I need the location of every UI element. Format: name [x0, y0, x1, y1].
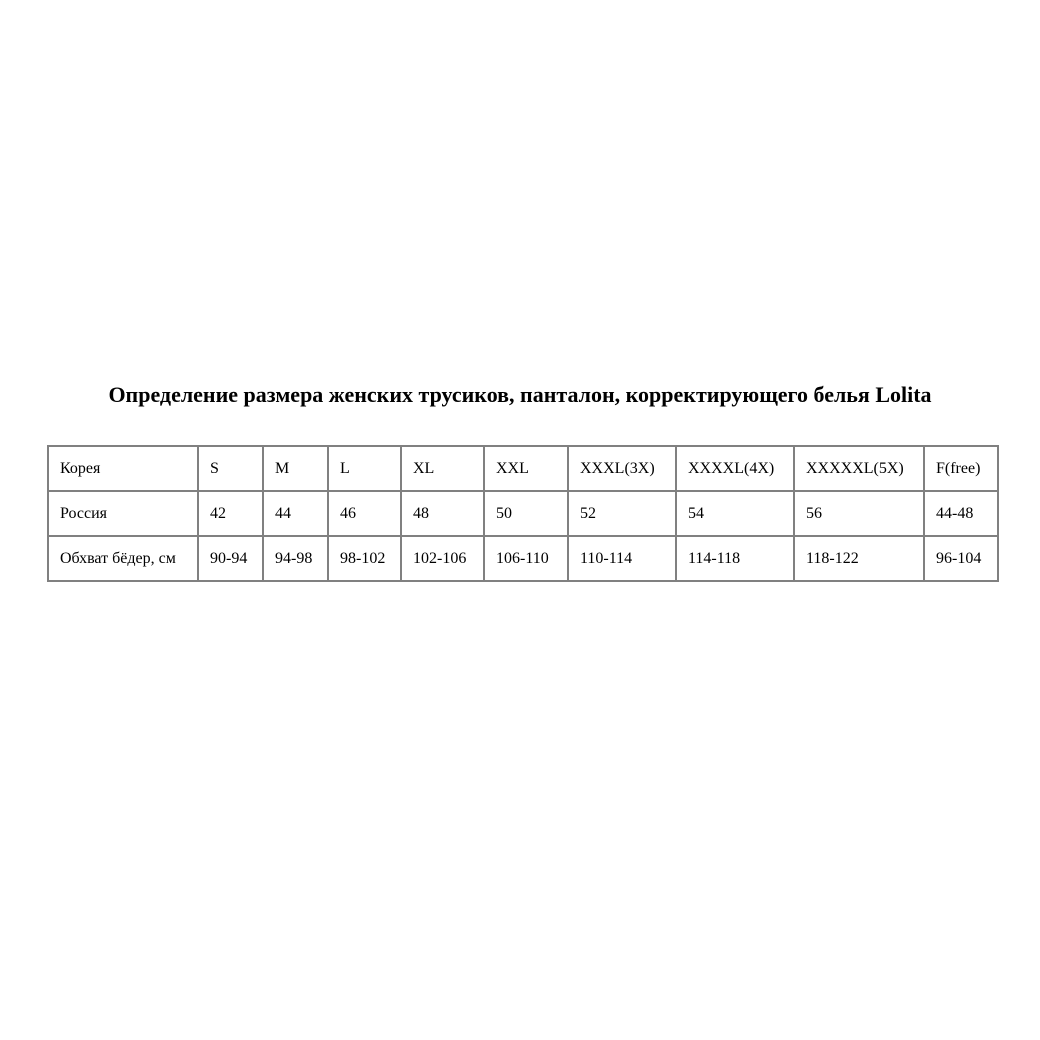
table-cell: 42: [197, 490, 264, 537]
table-cell: F(free): [923, 445, 999, 492]
row-header-cell: Обхват бёдер, см: [47, 535, 199, 582]
table-row: Россия 42 44 46 48 50 52 54 56 44-48: [47, 490, 999, 537]
table-cell: XXXXL(4X): [675, 445, 795, 492]
row-header-cell: Корея: [47, 445, 199, 492]
table-cell: 110-114: [567, 535, 677, 582]
table-cell: 98-102: [327, 535, 402, 582]
table-cell: 44: [262, 490, 329, 537]
page-title: Определение размера женских трусиков, па…: [108, 382, 932, 407]
table-cell: 90-94: [197, 535, 264, 582]
table-cell: XXXXXL(5X): [793, 445, 925, 492]
table-cell: XL: [400, 445, 485, 492]
table-cell: 50: [483, 490, 569, 537]
table-cell: 96-104: [923, 535, 999, 582]
table-cell: 118-122: [793, 535, 925, 582]
table-cell: 106-110: [483, 535, 569, 582]
table-cell: 54: [675, 490, 795, 537]
table-cell: L: [327, 445, 402, 492]
table-cell: XXL: [483, 445, 569, 492]
table-cell: 52: [567, 490, 677, 537]
table-cell: M: [262, 445, 329, 492]
table-row: Корея S M L XL XXL XXXL(3X) XXXXL(4X) XXXXXL(5X)…: [47, 445, 999, 492]
size-table-body: Корея S M L XL XXL XXXL(3X) XXXXL(4X) XXXXXL(5X)…: [47, 445, 999, 582]
table-cell: 56: [793, 490, 925, 537]
table-cell: 114-118: [675, 535, 795, 582]
table-cell: S: [197, 445, 264, 492]
table-cell: 94-98: [262, 535, 329, 582]
table-cell: 44-48: [923, 490, 999, 537]
size-table: Корея S M L XL XXL XXXL(3X) XXXXL(4X) XXXXXL(5X)…: [47, 445, 999, 582]
table-cell: XXXL(3X): [567, 445, 677, 492]
table-cell: 102-106: [400, 535, 485, 582]
table-cell: 46: [327, 490, 402, 537]
table-row: Обхват бёдер, см 90-94 94-98 98-102 102-106 1…: [47, 535, 999, 582]
row-header-cell: Россия: [47, 490, 199, 537]
table-cell: 48: [400, 490, 485, 537]
